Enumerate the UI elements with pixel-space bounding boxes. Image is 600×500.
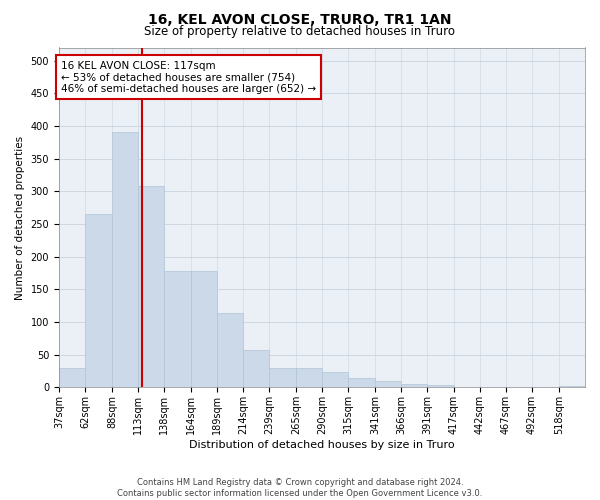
Bar bbox=[322, 372, 348, 388]
Bar bbox=[296, 368, 322, 388]
X-axis label: Distribution of detached houses by size in Truro: Distribution of detached houses by size … bbox=[189, 440, 455, 450]
Y-axis label: Number of detached properties: Number of detached properties bbox=[15, 136, 25, 300]
Bar bbox=[401, 384, 427, 388]
Text: 16 KEL AVON CLOSE: 117sqm
← 53% of detached houses are smaller (754)
46% of semi: 16 KEL AVON CLOSE: 117sqm ← 53% of detac… bbox=[61, 60, 316, 94]
Bar bbox=[427, 386, 454, 388]
Bar bbox=[217, 313, 243, 388]
Bar bbox=[191, 271, 217, 388]
Text: 16, KEL AVON CLOSE, TRURO, TR1 1AN: 16, KEL AVON CLOSE, TRURO, TR1 1AN bbox=[148, 12, 452, 26]
Bar bbox=[164, 271, 191, 388]
Bar bbox=[59, 368, 85, 388]
Bar bbox=[559, 386, 585, 388]
Bar bbox=[454, 387, 480, 388]
Bar bbox=[375, 381, 401, 388]
Bar bbox=[85, 214, 112, 388]
Bar bbox=[138, 186, 164, 388]
Text: Contains HM Land Registry data © Crown copyright and database right 2024.
Contai: Contains HM Land Registry data © Crown c… bbox=[118, 478, 482, 498]
Text: Size of property relative to detached houses in Truro: Size of property relative to detached ho… bbox=[145, 25, 455, 38]
Bar bbox=[269, 368, 296, 388]
Bar bbox=[348, 378, 375, 388]
Bar bbox=[112, 132, 138, 388]
Bar bbox=[243, 350, 269, 388]
